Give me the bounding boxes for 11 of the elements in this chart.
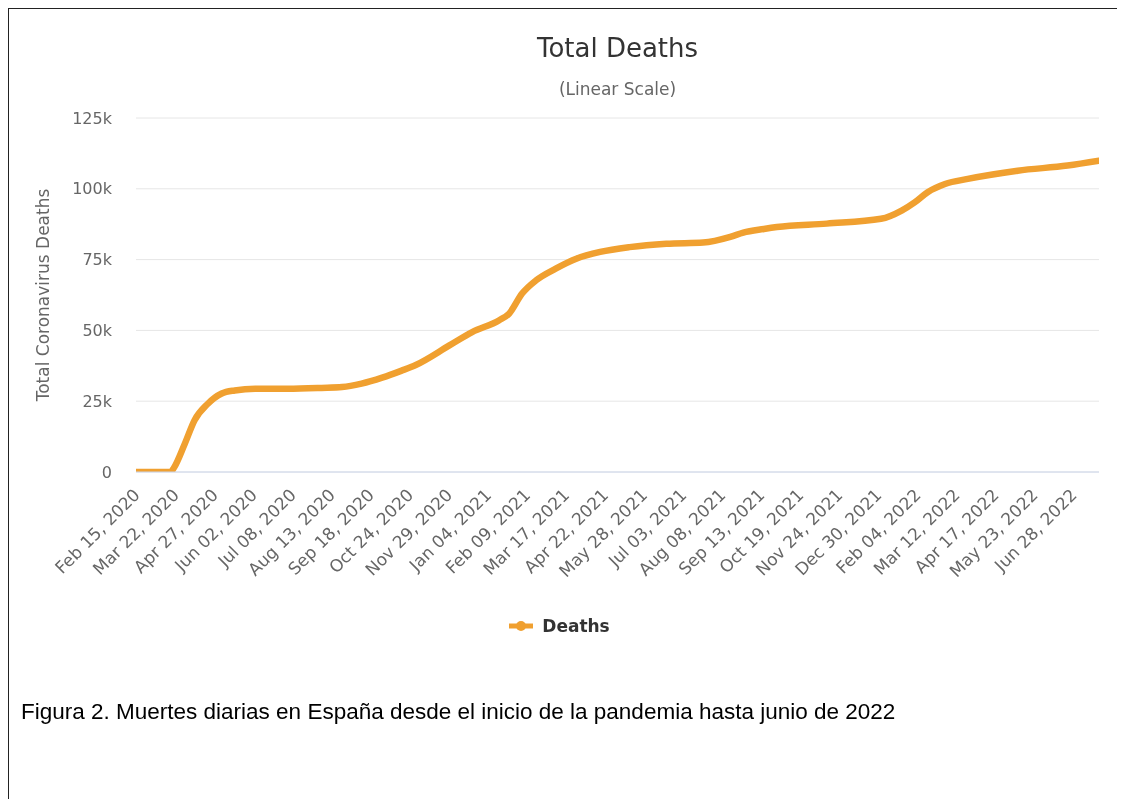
- y-tick-label: 0: [101, 462, 112, 482]
- y-tick-label: 25k: [82, 391, 113, 411]
- y-tick-label: 100k: [72, 179, 113, 199]
- y-tick-label: 125k: [72, 108, 113, 128]
- chart-subtitle: (Linear Scale): [557, 78, 678, 100]
- y-axis-title: Total Coronavirus Deaths: [33, 188, 53, 403]
- y-tick-label: 50k: [82, 321, 113, 341]
- text: Figura 2. Muertes diarias en España desde el inicio de la pandemia hasta junio de 2022: [21, 699, 896, 725]
- chart-title: Total Deaths: [535, 33, 700, 63]
- y-tick-label: 75k: [82, 250, 113, 270]
- legend-label: Deaths: [542, 615, 610, 637]
